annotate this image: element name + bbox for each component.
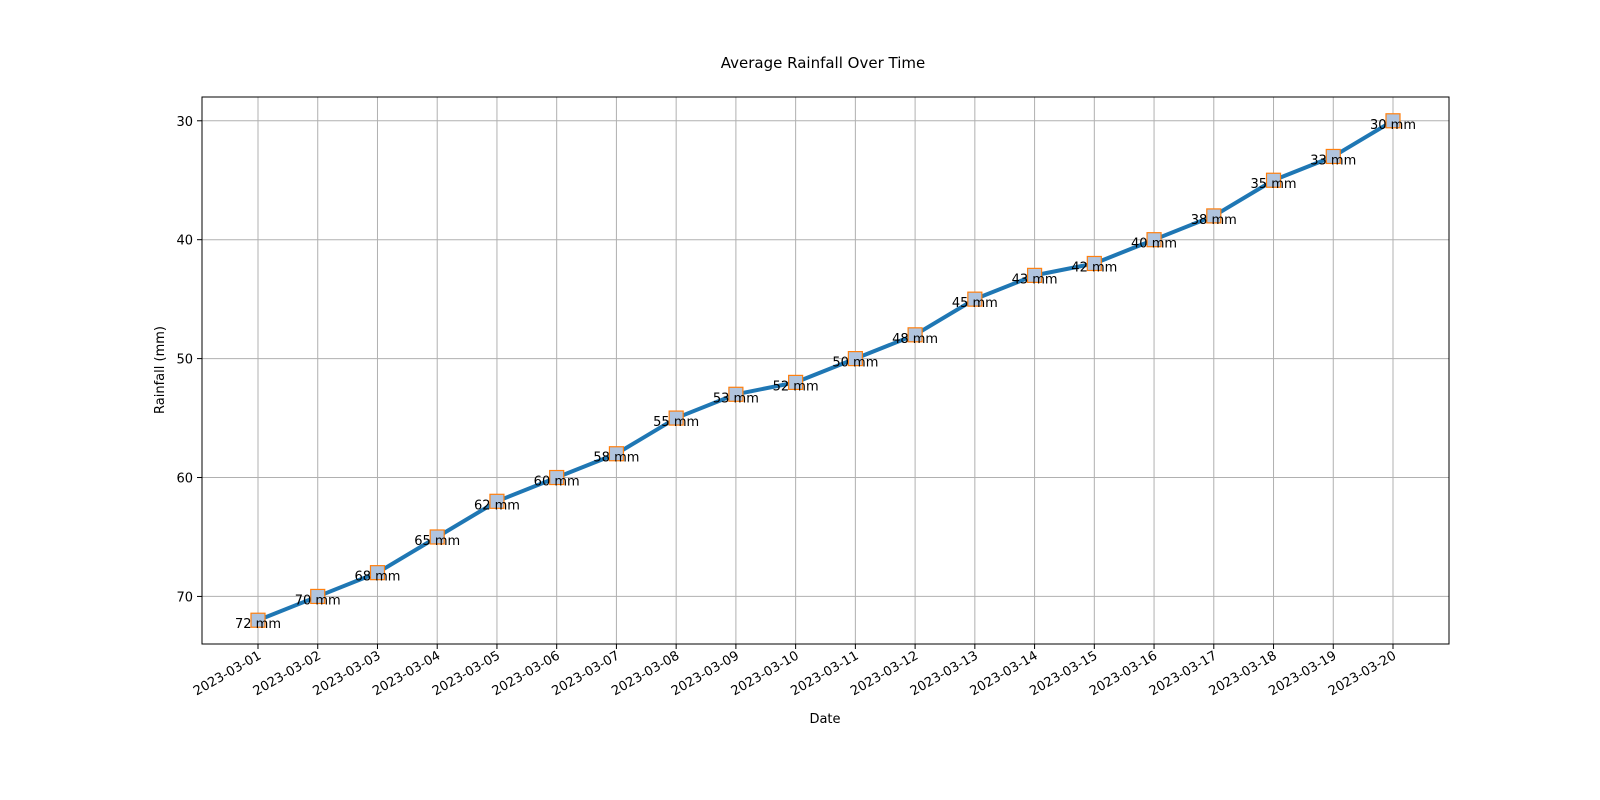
data-label: 55 mm — [653, 415, 699, 430]
y-tick-label: 50 — [176, 353, 193, 368]
y-tick-label: 40 — [176, 234, 193, 249]
data-label: 52 mm — [773, 379, 819, 394]
data-label: 68 mm — [354, 570, 400, 585]
data-label: 42 mm — [1071, 260, 1117, 275]
series-layer: 72 mm 70 mm 68 mm 65 mm 62 mm 60 mm 58 mm 55 mm… — [235, 113, 1416, 632]
data-point-marker — [1206, 208, 1222, 224]
data-point-marker — [1385, 113, 1401, 129]
x-axis: 2023-03-012023-03-022023-03-032023-03-04… — [191, 644, 1399, 699]
data-point-marker — [369, 565, 386, 581]
x-axis-label: Date — [809, 712, 840, 727]
data-label: 38 mm — [1191, 213, 1237, 228]
data-point-marker — [250, 612, 266, 628]
data-point-marker — [967, 291, 983, 307]
data-point-marker — [668, 410, 684, 426]
data-point-marker — [310, 588, 326, 605]
data-label: 72 mm — [235, 617, 281, 632]
plot-frame — [201, 96, 1450, 645]
data-point-marker — [549, 469, 565, 486]
chart-title: Average Rainfall Over Time — [721, 54, 925, 72]
data-point-marker — [608, 446, 625, 462]
y-axis-label: Rainfall (mm) — [153, 326, 168, 414]
data-label: 35 mm — [1251, 177, 1297, 192]
data-label: 62 mm — [474, 498, 520, 513]
data-label: 33 mm — [1310, 153, 1356, 168]
data-label: 48 mm — [892, 332, 938, 347]
data-point-marker — [1086, 255, 1102, 272]
gridlines — [202, 97, 1449, 644]
data-label: 30 mm — [1370, 118, 1416, 133]
y-axis: 30 40 50 60 70 — [176, 115, 202, 605]
data-label: 65 mm — [414, 534, 460, 549]
x-tick-label: 2023-03-20 — [1326, 648, 1399, 699]
y-tick-label: 70 — [176, 590, 193, 605]
data-point-marker — [489, 493, 505, 509]
data-point-marker — [429, 529, 445, 545]
data-point-marker — [1325, 148, 1341, 165]
data-label: 45 mm — [952, 296, 998, 311]
y-tick-label: 30 — [176, 115, 193, 130]
data-point-marker — [788, 374, 804, 390]
data-point-marker — [728, 386, 744, 402]
data-label: 60 mm — [534, 475, 580, 490]
series-line — [256, 118, 1395, 623]
data-point-marker — [907, 327, 923, 343]
data-point-marker — [847, 351, 863, 367]
data-point-marker — [1026, 267, 1043, 283]
y-tick-label: 60 — [176, 472, 193, 487]
data-label: 70 mm — [295, 593, 341, 608]
data-label: 40 mm — [1131, 237, 1177, 252]
data-point-marker — [1146, 232, 1162, 248]
data-point-marker — [1265, 172, 1282, 188]
data-label: 58 mm — [593, 451, 639, 466]
data-label: 53 mm — [713, 391, 759, 406]
data-label: 43 mm — [1012, 272, 1058, 287]
data-label: 50 mm — [832, 356, 878, 371]
